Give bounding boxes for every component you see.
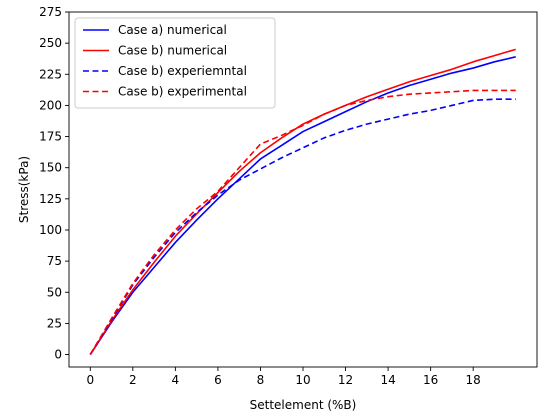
series-line-3 [89, 98, 516, 355]
legend-label-1: Case a) numerical [118, 23, 227, 37]
y-tick-label: 50 [47, 285, 62, 299]
legend-label-2: Case b) numerical [118, 44, 227, 58]
y-tick-label: 200 [39, 98, 62, 112]
y-tick-label: 125 [39, 192, 62, 206]
series-line-2 [89, 48, 516, 355]
x-tick-label: 4 [172, 373, 180, 387]
y-axis-label: Stress(kPa) [17, 156, 31, 223]
legend-box [74, 17, 276, 109]
y-tick-label: 275 [39, 5, 62, 19]
y-tick-label: 250 [39, 36, 62, 50]
x-tick-label: 2 [129, 373, 137, 387]
axes-layer: 0 2 4 6 8 10 12 14 16 18 0 25 50 75 100 125 150 175 200 225… [39, 5, 538, 387]
legend-label-4: Case b) experimental [118, 85, 247, 99]
x-tick-label: 12 [338, 373, 353, 387]
legend-label-3: Case b) experiemntal [118, 64, 247, 78]
y-tick-label: 100 [39, 223, 62, 237]
series-line-4 [89, 89, 516, 355]
x-axis-label: Settelement (%B) [250, 398, 357, 412]
legend: Case a) numerical Case b) numerical Case b… [74, 17, 276, 109]
series-line-1 [89, 56, 516, 355]
y-tick-label: 225 [39, 67, 62, 81]
x-tick-label: 18 [466, 373, 481, 387]
x-tick-label: 8 [257, 373, 265, 387]
series-layer [89, 48, 516, 355]
x-tick-label: 0 [86, 373, 94, 387]
x-tick-label: 14 [380, 373, 395, 387]
y-tick-label: 150 [39, 161, 62, 175]
y-tick-label: 175 [39, 130, 62, 144]
y-tick-label: 25 [47, 316, 62, 330]
x-tick-label: 16 [423, 373, 438, 387]
y-tick-label: 75 [47, 254, 62, 268]
x-tick-label: 10 [295, 373, 310, 387]
y-tick-label: 0 [54, 348, 62, 362]
x-tick-label: 6 [214, 373, 222, 387]
